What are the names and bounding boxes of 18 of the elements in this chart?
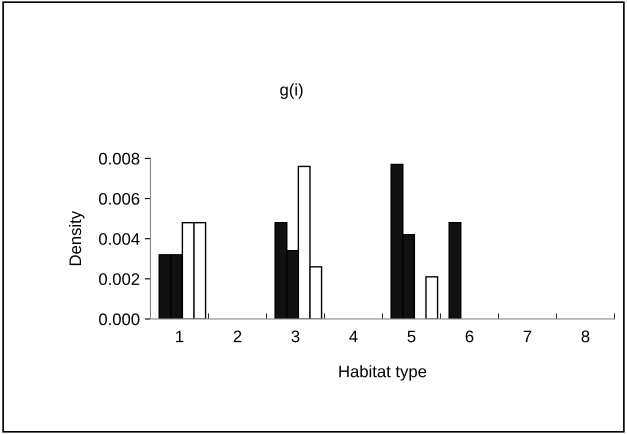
x-tick-label: 5 xyxy=(408,330,416,342)
y-tick-label: 0.002 xyxy=(99,273,140,286)
x-tick-label: 3 xyxy=(291,330,300,342)
x-tick-label: 8 xyxy=(582,330,590,342)
bar xyxy=(448,222,462,319)
x-tick-label: 2 xyxy=(234,330,242,342)
bar xyxy=(425,276,438,319)
x-tick-label: 7 xyxy=(524,330,532,342)
x-axis-title: Habitat type xyxy=(339,365,426,381)
y-tick-label: 0.006 xyxy=(99,192,140,205)
y-axis-title: Density xyxy=(68,210,84,266)
chart-title: g(i) xyxy=(280,83,303,99)
y-tick-label: 0.000 xyxy=(99,313,140,326)
y-tick-label: 0.008 xyxy=(99,152,140,165)
x-tick-label: 4 xyxy=(349,330,358,342)
x-tick-label: 1 xyxy=(176,330,184,342)
x-tick-label: 6 xyxy=(466,330,474,342)
y-tick-label: 0.004 xyxy=(99,233,140,245)
